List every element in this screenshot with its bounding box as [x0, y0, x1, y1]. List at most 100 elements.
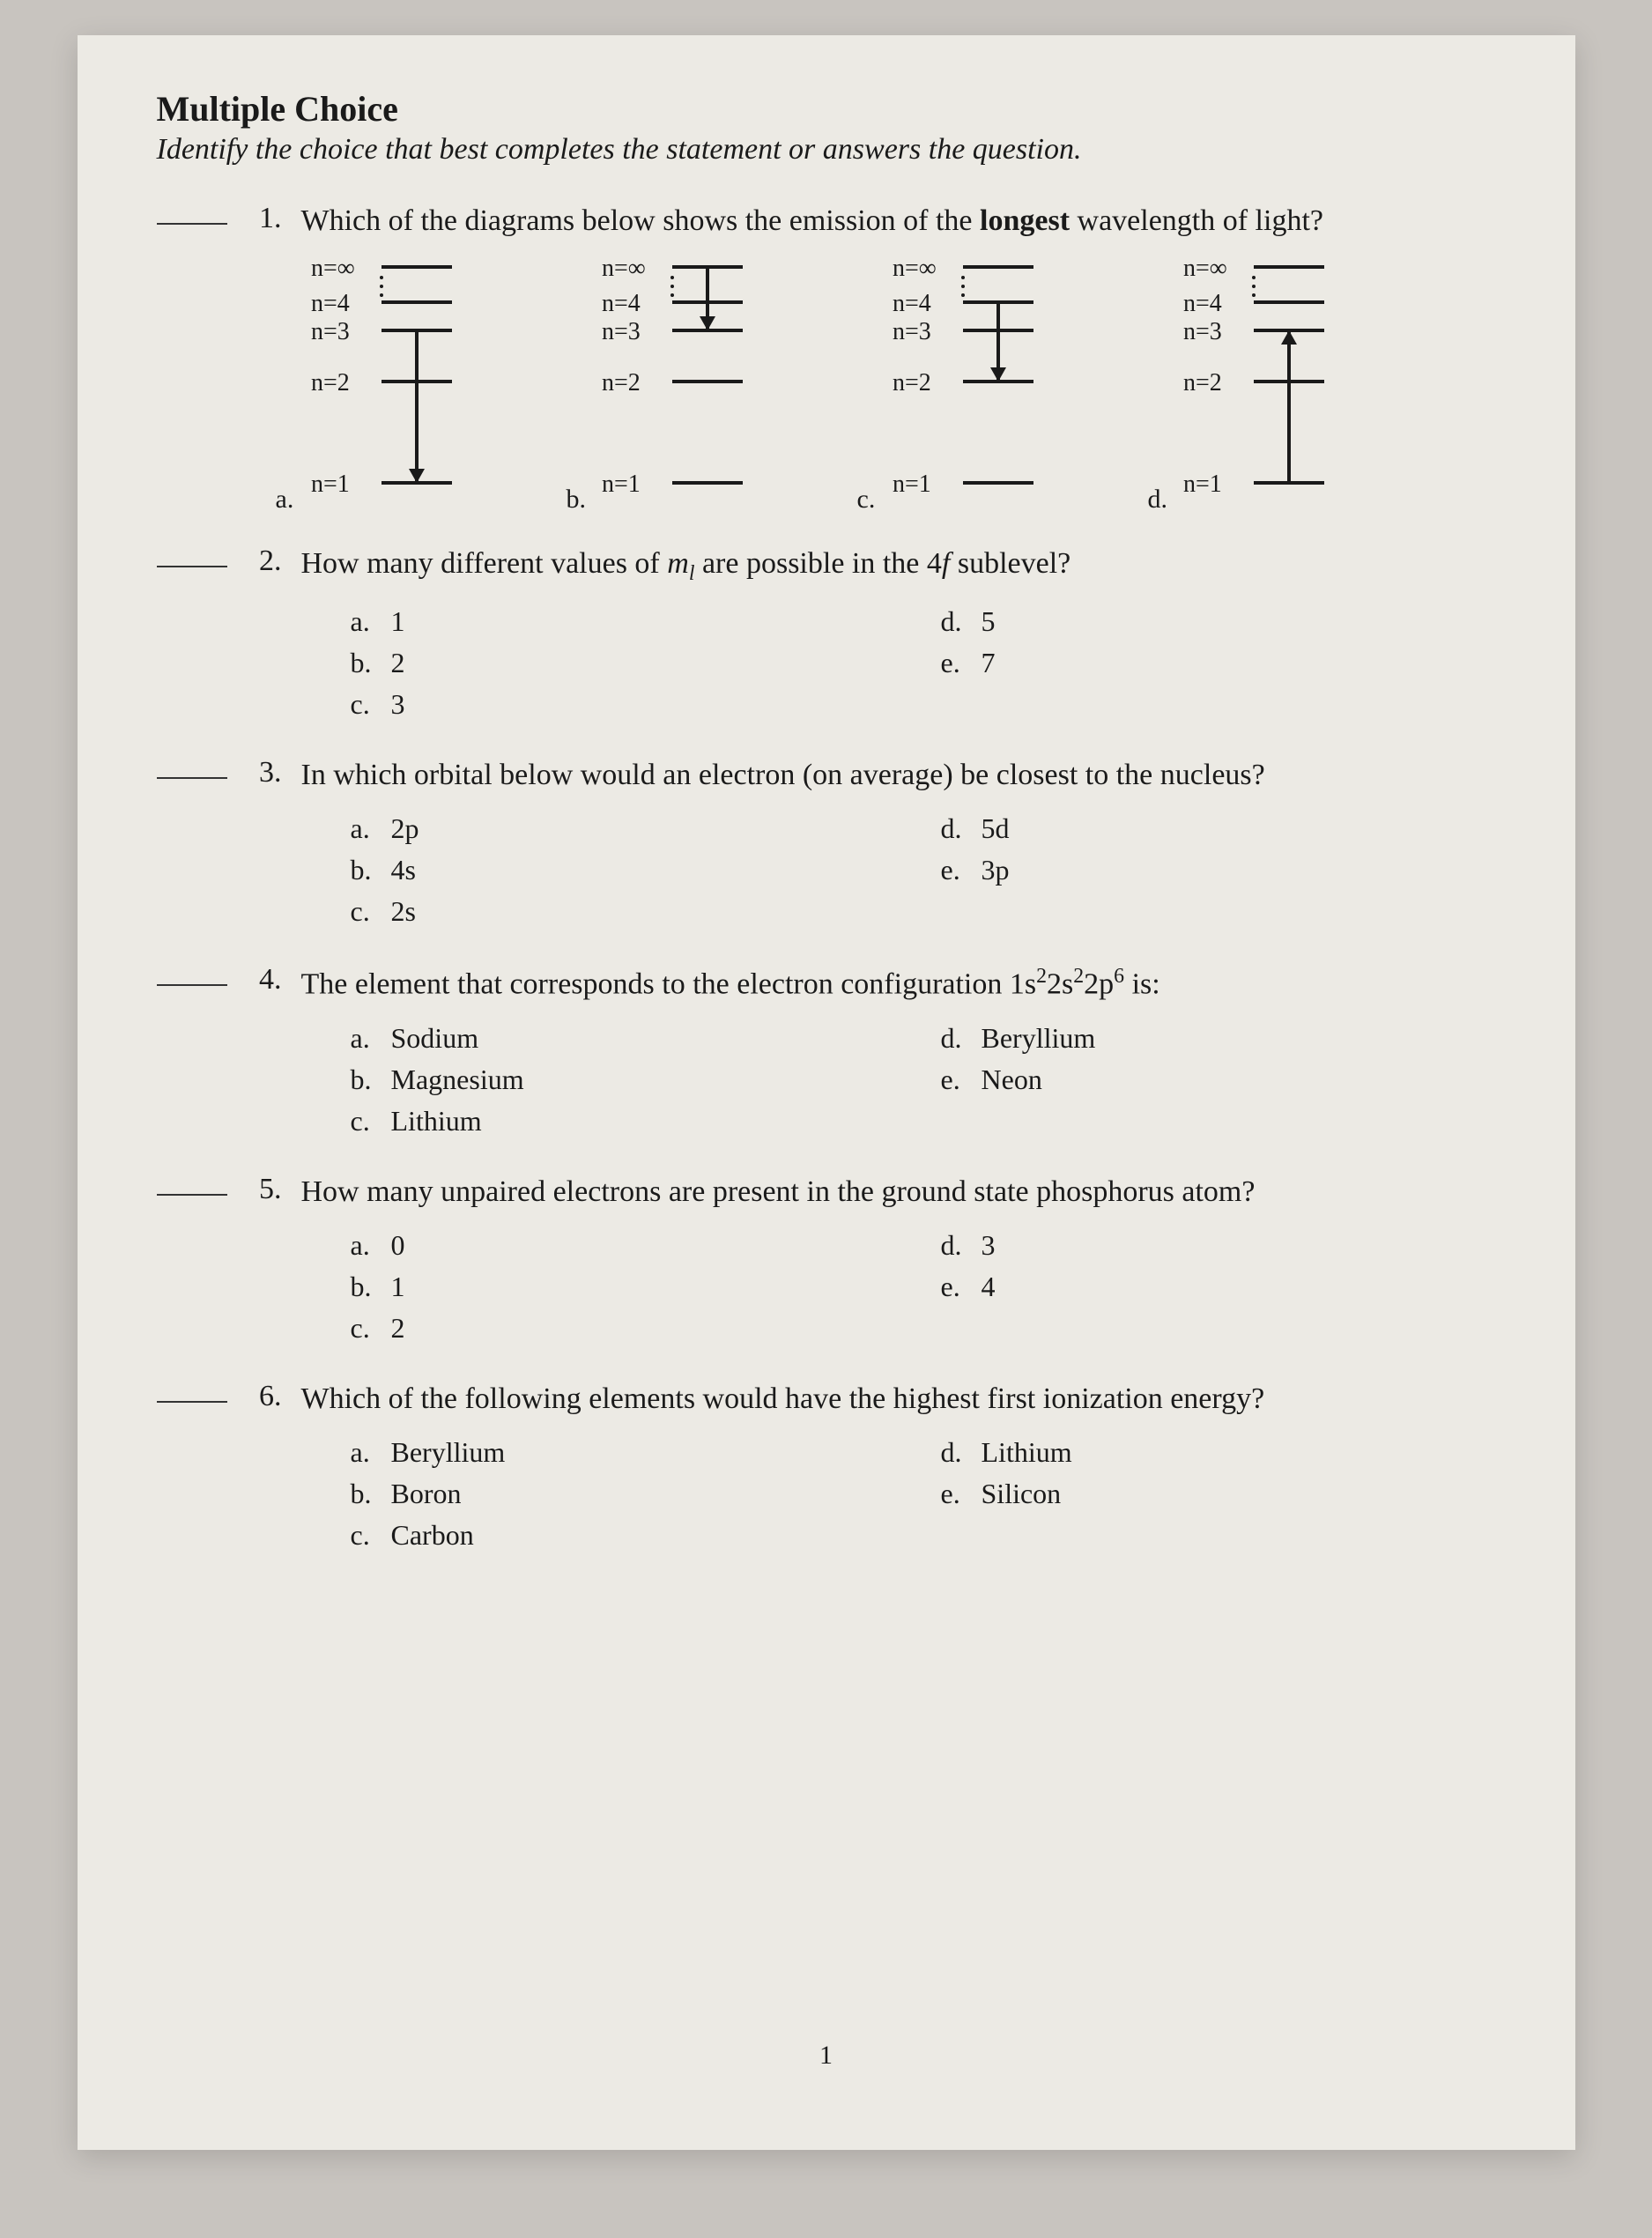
- choice[interactable]: b.Boron: [351, 1478, 906, 1510]
- choice[interactable]: [941, 1312, 1496, 1345]
- choice[interactable]: d.Lithium: [941, 1436, 1496, 1469]
- level-label: n=1: [893, 471, 931, 498]
- question-number: 2.: [247, 545, 282, 578]
- choice-letter: d.: [941, 1436, 966, 1469]
- choice-letter: c.: [351, 1519, 375, 1552]
- choice[interactable]: e.Silicon: [941, 1478, 1496, 1510]
- choice[interactable]: [941, 688, 1496, 721]
- diagram-option-b[interactable]: n=∞n=4n=3n=2n=1b.: [602, 267, 866, 509]
- choice[interactable]: a.1: [351, 605, 906, 638]
- question-row: 1.Which of the diagrams below shows the …: [157, 202, 1496, 241]
- choices: a. 0 d.3 b.1 e.4 c.2: [351, 1229, 1496, 1345]
- question-2: 2.How many different values of ml are po…: [157, 545, 1496, 721]
- choice[interactable]: c.Lithium: [351, 1105, 906, 1138]
- option-letter: a.: [276, 485, 294, 515]
- choice[interactable]: c. 2s: [351, 895, 906, 928]
- energy-diagram-c: n=∞n=4n=3n=2n=1: [893, 267, 1157, 505]
- choice[interactable]: d. 5d: [941, 812, 1496, 845]
- choice[interactable]: e.3p: [941, 854, 1496, 886]
- answer-blank[interactable]: [157, 551, 227, 568]
- level-label: n=∞: [1183, 255, 1227, 282]
- diagram-option-c[interactable]: n=∞n=4n=3n=2n=1c.: [893, 267, 1157, 509]
- questions-container: 1.Which of the diagrams below shows the …: [157, 202, 1496, 1552]
- choice[interactable]: d.3: [941, 1229, 1496, 1262]
- choice[interactable]: a.2p: [351, 812, 906, 845]
- diagram-option-a[interactable]: n=∞n=4n=3n=2n=1a.: [311, 267, 575, 509]
- level-label: n=2: [1183, 369, 1222, 396]
- question-row: 6.Which of the following elements would …: [157, 1380, 1496, 1419]
- answer-blank[interactable]: [157, 1178, 227, 1196]
- level-label: n=3: [1183, 318, 1222, 345]
- choice-letter: b.: [351, 1478, 375, 1510]
- choice[interactable]: e.4: [941, 1271, 1496, 1303]
- question-number: 4.: [247, 963, 282, 997]
- question-number: 5.: [247, 1173, 282, 1206]
- question-row: 3.In which orbital below would an electr…: [157, 756, 1496, 795]
- choice[interactable]: [941, 1105, 1496, 1138]
- answer-blank[interactable]: [157, 761, 227, 779]
- question-5: 5. How many unpaired electrons are presen…: [157, 1173, 1496, 1345]
- choice-letter: d.: [941, 1229, 966, 1262]
- option-letter: d.: [1148, 485, 1168, 515]
- question-text: In which orbital below would an electron…: [301, 756, 1496, 795]
- choice[interactable]: e.7: [941, 647, 1496, 679]
- choice[interactable]: e.Neon: [941, 1063, 1496, 1096]
- choice-text: 0: [391, 1229, 405, 1262]
- choice[interactable]: [941, 895, 1496, 928]
- level-label: n=4: [602, 290, 641, 317]
- choice-letter: b.: [351, 1063, 375, 1096]
- choice[interactable]: b.1: [351, 1271, 906, 1303]
- choice[interactable]: b.2: [351, 647, 906, 679]
- level-label: n=∞: [311, 255, 355, 282]
- question-row: 2.How many different values of ml are po…: [157, 545, 1496, 588]
- choice[interactable]: a.Beryllium: [351, 1436, 906, 1469]
- answer-blank[interactable]: [157, 207, 227, 225]
- choice[interactable]: c.3: [351, 688, 906, 721]
- choice-text: 4s: [391, 854, 416, 886]
- choice-text: Sodium: [391, 1022, 479, 1055]
- choice[interactable]: a.Sodium: [351, 1022, 906, 1055]
- level-label: n=4: [311, 290, 350, 317]
- diagram-option-d[interactable]: n=∞n=4n=3n=2n=1d.: [1183, 267, 1448, 509]
- arrowhead-icon: [1281, 330, 1297, 345]
- choice-letter: a.: [351, 812, 375, 845]
- choices: a.1 d.5 b.2 e.7 c.3: [351, 605, 1496, 721]
- level-label: n=1: [1183, 471, 1222, 498]
- choice[interactable]: b.Magnesium: [351, 1063, 906, 1096]
- choice-letter: a.: [351, 1229, 375, 1262]
- choice-text: 1: [391, 1271, 405, 1303]
- question-text: How many unpaired electrons are present …: [301, 1173, 1496, 1212]
- choice-letter: c.: [351, 1105, 375, 1138]
- level-label: n=1: [602, 471, 641, 498]
- choice[interactable]: b.4s: [351, 854, 906, 886]
- choice-text: 2s: [391, 895, 416, 928]
- choice-letter: c.: [351, 895, 375, 928]
- choice-text: 3p: [982, 854, 1010, 886]
- instructions: Identify the choice that best completes …: [157, 133, 1496, 167]
- diagram-options: n=∞n=4n=3n=2n=1a.n=∞n=4n=3n=2n=1b.n=∞n=4…: [157, 267, 1496, 509]
- choice[interactable]: c.2: [351, 1312, 906, 1345]
- choice-text: 4: [982, 1271, 996, 1303]
- choice[interactable]: a. 0: [351, 1229, 906, 1262]
- choice[interactable]: d.5: [941, 605, 1496, 638]
- choice[interactable]: d.Beryllium: [941, 1022, 1496, 1055]
- level-label: n=2: [602, 369, 641, 396]
- choice-text: Beryllium: [982, 1022, 1096, 1055]
- choice[interactable]: c.Carbon: [351, 1519, 906, 1552]
- choices: a.2p d. 5d b.4s e.3p c. 2s: [351, 812, 1496, 928]
- answer-blank[interactable]: [157, 1385, 227, 1403]
- section-title: Multiple Choice: [157, 88, 1496, 130]
- arrowhead-icon: [990, 367, 1006, 382]
- question-row: 5. How many unpaired electrons are presen…: [157, 1173, 1496, 1212]
- answer-blank[interactable]: [157, 968, 227, 986]
- question-3: 3.In which orbital below would an electr…: [157, 756, 1496, 928]
- question-1: 1.Which of the diagrams below shows the …: [157, 202, 1496, 509]
- choice-text: 5d: [982, 812, 1010, 845]
- choices: a.Beryllium d.Lithium b.Boron e.Silicon c.Ca…: [351, 1436, 1496, 1552]
- choice[interactable]: [941, 1519, 1496, 1552]
- arrowhead-icon: [700, 316, 715, 330]
- energy-diagram-b: n=∞n=4n=3n=2n=1: [602, 267, 866, 505]
- choice-letter: c.: [351, 1312, 375, 1345]
- option-letter: b.: [567, 485, 587, 515]
- choice-letter: d.: [941, 812, 966, 845]
